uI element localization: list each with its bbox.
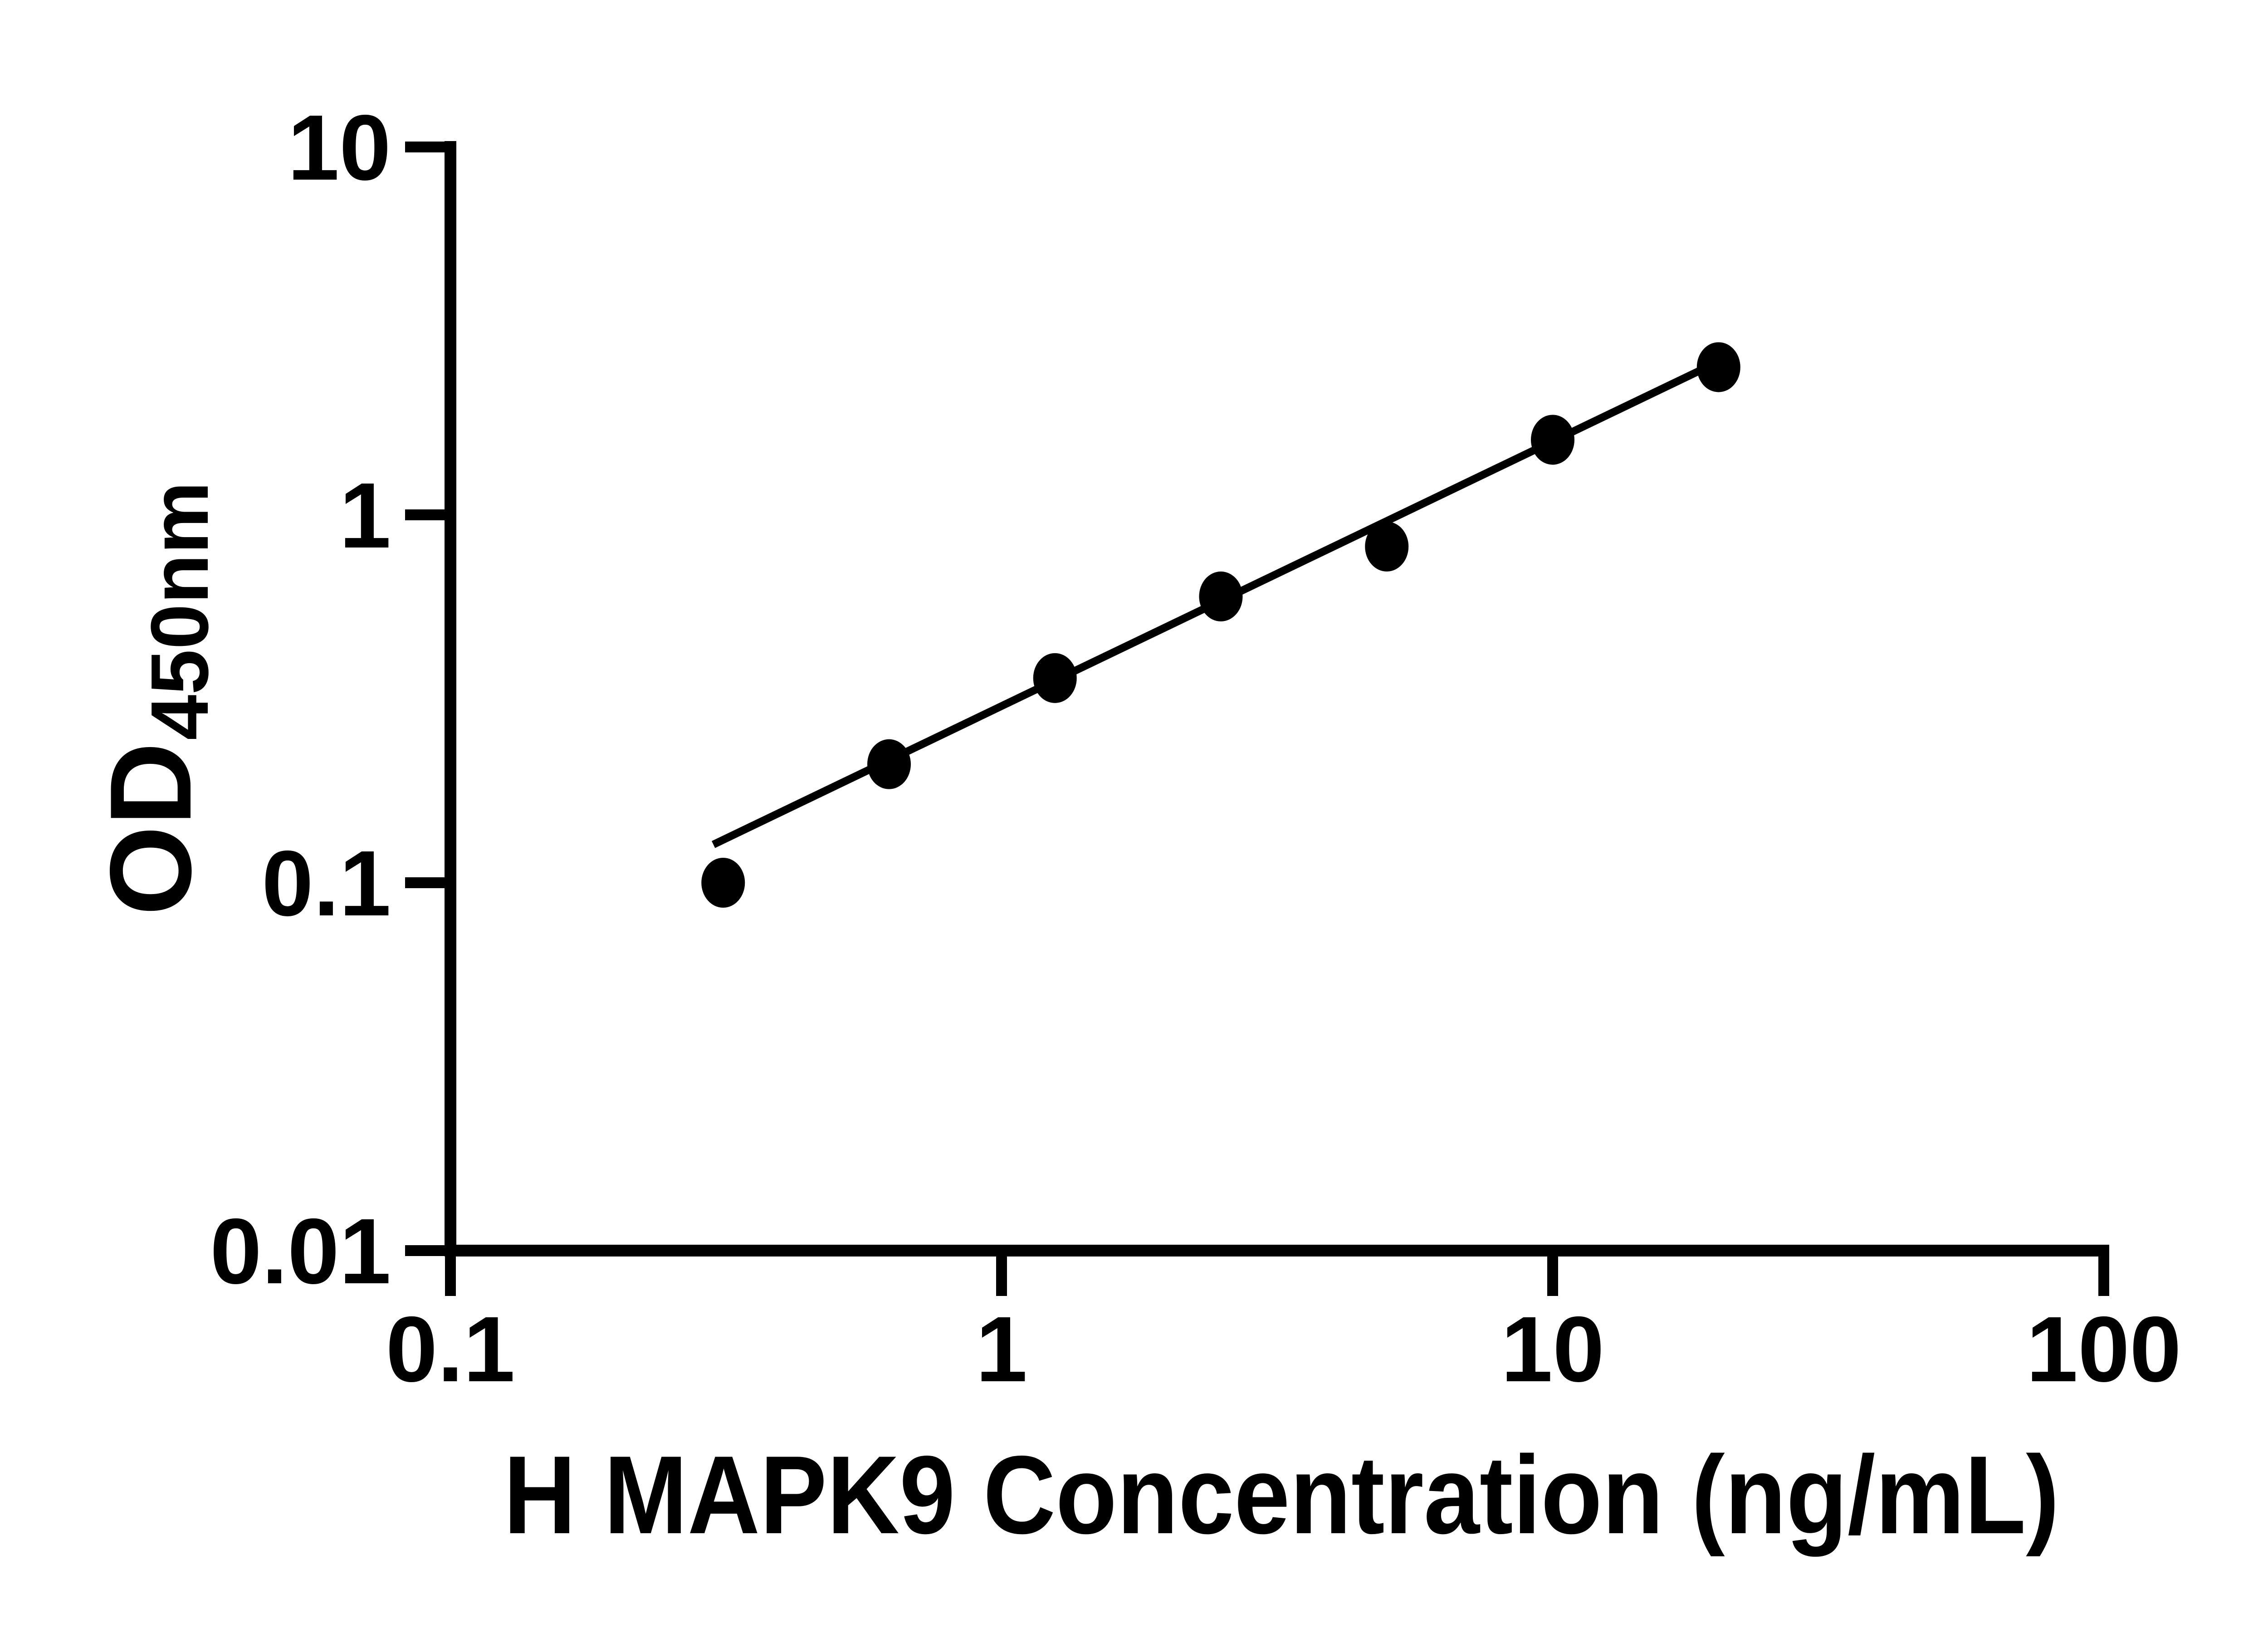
data-point [1033, 653, 1077, 703]
x-tick-label: 100 [2026, 1297, 2181, 1401]
y-axis-ticks: 10 1 0.1 0.01 [210, 96, 456, 1303]
x-tick-label: 10 [1501, 1297, 1604, 1401]
data-point [701, 858, 745, 908]
y-tick-label: 1 [339, 464, 391, 567]
y-axis-title-main: OD [86, 742, 215, 916]
x-axis-title: H MAPK9 Concentration (ng/mL) [503, 1433, 2059, 1557]
axes [445, 141, 2109, 1257]
x-tick-label: 1 [976, 1297, 1027, 1401]
data-points-group [701, 342, 1740, 908]
y-tick-label: 0.01 [210, 1199, 391, 1303]
y-tick-label: 0.1 [262, 831, 391, 935]
x-tick-label: 0.1 [386, 1297, 515, 1401]
data-point [867, 739, 911, 789]
y-axis-title-subscript: 450nm [134, 481, 225, 740]
data-point [1696, 342, 1740, 392]
x-axis-ticks: 0.1 1 10 100 [386, 1245, 2181, 1401]
y-tick-label: 10 [288, 96, 391, 200]
y-axis-title: OD 450nm [86, 481, 225, 915]
data-point [1365, 521, 1409, 572]
data-point [1199, 571, 1243, 621]
data-point [1531, 415, 1574, 465]
